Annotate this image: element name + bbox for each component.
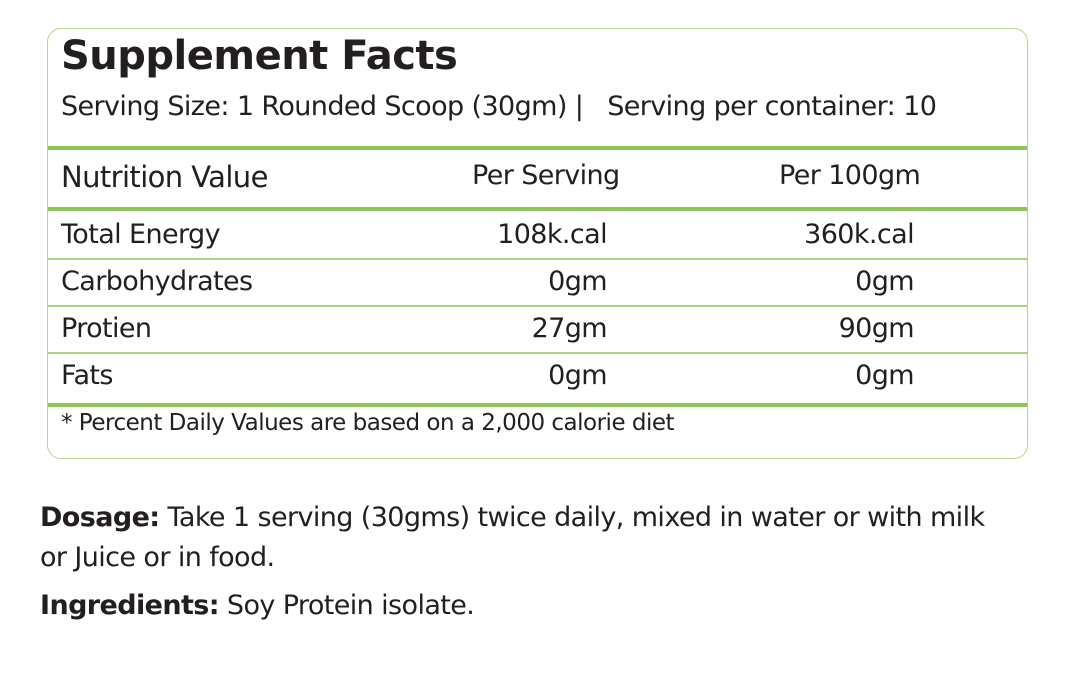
divider-thin <box>48 305 1027 307</box>
nutrient-name: Protien <box>61 313 152 344</box>
supplement-facts-panel: Supplement Facts Serving Size: 1 Rounded… <box>47 28 1028 459</box>
per-serving-value: 108k.cal <box>497 219 607 250</box>
nutrient-name: Total Energy <box>61 219 221 250</box>
per-100gm-value: 0gm <box>855 266 914 297</box>
dosage-text: Take 1 serving (30gms) twice daily, mixe… <box>40 502 985 573</box>
table-row: Total Energy 108k.cal 360k.cal <box>48 211 1027 257</box>
per-serving-value: 0gm <box>548 360 607 391</box>
table-row: Protien 27gm 90gm <box>48 305 1027 351</box>
divider-thin <box>48 258 1027 260</box>
divider-thick <box>48 207 1027 211</box>
table-header: Nutrition Value Per Serving Per 100gm <box>48 150 1027 196</box>
nutrient-name: Carbohydrates <box>61 266 253 297</box>
dosage-label: Dosage: <box>40 502 160 533</box>
divider-thick <box>48 403 1027 407</box>
panel-title: Supplement Facts <box>61 33 458 79</box>
nutrient-name: Fats <box>61 360 113 391</box>
per-serving-value: 27gm <box>531 313 608 344</box>
table-row: Fats 0gm 0gm <box>48 352 1027 398</box>
per-100gm-value: 360k.cal <box>804 219 914 250</box>
header-per-100gm: Per 100gm <box>779 160 921 191</box>
per-100gm-value: 90gm <box>838 313 915 344</box>
header-nutrition-value: Nutrition Value <box>61 160 268 194</box>
ingredients-paragraph: Ingredients: Soy Protein isolate. <box>40 586 1000 626</box>
daily-value-footnote: * Percent Daily Values are based on a 2,… <box>61 410 675 436</box>
header-per-serving: Per Serving <box>472 160 620 191</box>
per-serving-value: 0gm <box>548 266 607 297</box>
ingredients-text: Soy Protein isolate. <box>218 590 475 621</box>
table-row: Carbohydrates 0gm 0gm <box>48 258 1027 304</box>
divider-thin <box>48 352 1027 354</box>
divider-thick <box>48 146 1027 150</box>
dosage-paragraph: Dosage: Take 1 serving (30gms) twice dai… <box>40 498 1000 578</box>
per-100gm-value: 0gm <box>855 360 914 391</box>
ingredients-label: Ingredients: <box>40 590 220 621</box>
serving-info: Serving Size: 1 Rounded Scoop (30gm) | S… <box>61 91 937 122</box>
